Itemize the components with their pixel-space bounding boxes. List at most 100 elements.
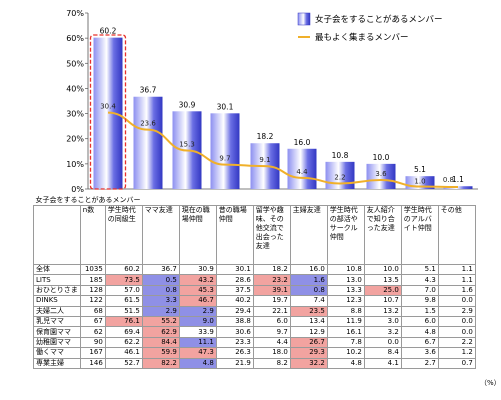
table-cell: 30.1 — [215, 263, 254, 276]
table-row: おひとりさま 128 57.0 0.8 45.3 37.5 39.1 0.8 13.3 25.0 7… — [33, 284, 476, 297]
table-cell: 0.5 — [141, 274, 180, 286]
table-cell: 1.1 — [437, 274, 476, 286]
table-cell: 43.2 — [178, 274, 217, 286]
row-label: 働くママ — [33, 347, 81, 359]
table-cell: 3.3 — [141, 295, 180, 307]
table-cell: 51.5 — [104, 305, 143, 317]
table-cell: 76.1 — [104, 315, 143, 328]
table-cell: 4.4 — [252, 336, 291, 349]
line-value-label: 1.0 — [414, 177, 425, 185]
table-cell: 13.5 — [363, 274, 402, 286]
bar-value-label: 5.1 — [414, 165, 426, 174]
table-cell: 1035 — [79, 263, 106, 276]
column-header: n数 — [79, 205, 106, 265]
table-cell: 11.9 — [326, 315, 365, 328]
table-cell: 62.2 — [104, 336, 143, 349]
header-corner — [33, 205, 81, 265]
line-value-label: 0.8 — [443, 176, 454, 184]
table-cell: 9.8 — [400, 295, 439, 307]
table-cell: 0.0 — [437, 315, 476, 328]
table-cell: 0.8 — [141, 284, 180, 297]
bar-value-label: 16.0 — [294, 138, 311, 147]
table-cell: 18.2 — [252, 263, 291, 276]
table-row: 幼稚園ママ 90 62.2 84.4 11.1 23.3 4.4 26.7 7.8 0.0 6.7 2… — [33, 336, 476, 349]
table-cell: 40.2 — [215, 295, 254, 307]
table-cell: 9.0 — [178, 315, 217, 328]
line-value-label: 9.1 — [259, 156, 270, 164]
table-cell: 7.8 — [326, 336, 365, 349]
y-tick-label: 50% — [66, 59, 84, 68]
table-cell: 69.4 — [104, 326, 143, 338]
table-cell: 10.2 — [326, 347, 365, 359]
table-cell: 59.9 — [141, 347, 180, 359]
data-table: 女子会をすることがあるメンバー n数 学生時代の同級生 ママ友達 現在の職場仲間 昔の職… — [33, 196, 476, 369]
table-cell: 82.2 — [141, 357, 180, 369]
table-cell: 30.6 — [215, 326, 254, 338]
table-cell: 19.7 — [252, 295, 291, 307]
table-row: 専業主婦 146 52.7 82.2 4.8 21.9 8.2 32.2 4.8 4.1 2.7 0.… — [33, 357, 476, 369]
legend-label-line: 最もよく集まるメンバー — [315, 32, 409, 43]
table-row: 保育園ママ 62 69.4 62.9 33.9 30.6 9.7 12.9 16.1 3.2 4.8… — [33, 326, 476, 338]
table-cell: 3.6 — [400, 347, 439, 359]
line-path — [107, 111, 459, 188]
column-header: 留学や趣味、その他交流で出会った友達 — [252, 205, 291, 265]
table-cell: 0.0 — [363, 336, 402, 349]
row-label: 乳児ママ — [33, 315, 81, 328]
line-value-label: 2.2 — [334, 173, 345, 181]
table-cell: 2.9 — [178, 305, 217, 317]
table-cell: 1.2 — [437, 347, 476, 359]
row-label: 保育園ママ — [33, 326, 81, 338]
table-cell: 0.8 — [289, 284, 328, 297]
column-header: 昔の職場仲間 — [215, 205, 254, 265]
table-cell: 3.2 — [363, 326, 402, 338]
column-header: ママ友達 — [141, 205, 180, 265]
table-cell: 26.3 — [215, 347, 254, 359]
legend-label-bar: 女子会をすることがあるメンバー — [315, 14, 443, 25]
y-tick-label: 10% — [66, 160, 84, 169]
table-cell: 10.0 — [363, 263, 402, 276]
table-cell: 16.0 — [289, 263, 328, 276]
table-cell: 2.9 — [141, 305, 180, 317]
table-cell: 62 — [79, 326, 106, 338]
table-cell: 61.5 — [104, 295, 143, 307]
table-cell: 0.0 — [437, 295, 476, 307]
bar-value-label: 30.9 — [179, 100, 196, 109]
table-cell: 4.1 — [363, 357, 402, 369]
table-cell: 6.7 — [400, 336, 439, 349]
bar — [325, 161, 355, 189]
highlight-box — [89, 34, 127, 190]
bar-line-chart: 0% 10% 20% 30% 40% 50% 60% 70% 60.2 36.7 30.9 30.1… — [66, 9, 478, 194]
y-tick-label: 60% — [66, 34, 84, 43]
table-cell: 90 — [79, 336, 106, 349]
table-title: 女子会をすることがあるメンバー — [35, 196, 141, 204]
table-cell: 38.8 — [215, 315, 254, 328]
legend: 女子会をすることがあるメンバー 最もよく集まるメンバー — [297, 12, 443, 43]
bar-value-label: 60.2 — [100, 27, 117, 36]
table-row: LITS 185 73.5 0.5 43.2 28.6 23.2 1.6 13.0 13.5 4.3… — [33, 274, 476, 286]
bar-value-label: 1.1 — [452, 175, 464, 184]
table-cell: 1.5 — [400, 305, 439, 317]
table-cell: 13.3 — [326, 284, 365, 297]
table-cell: 47.3 — [178, 347, 217, 359]
bar-value-label: 36.7 — [140, 86, 157, 95]
row-label: 幼稚園ママ — [33, 336, 81, 349]
table-cell: 62.9 — [141, 326, 180, 338]
table-cell: 10.8 — [326, 263, 365, 276]
bar — [287, 148, 317, 189]
y-tick-label: 30% — [66, 110, 84, 119]
table-cell: 122 — [79, 295, 106, 307]
table-cell: 46.7 — [178, 295, 217, 307]
table-cell: 8.4 — [363, 347, 402, 359]
table-cell: 2.2 — [437, 336, 476, 349]
table-cell: 29.3 — [289, 347, 328, 359]
table-cell: 26.7 — [289, 336, 328, 349]
line-value-label: 15.3 — [179, 141, 195, 149]
y-tick-label: 40% — [66, 84, 84, 93]
table-cell: 7.0 — [400, 284, 439, 297]
bar-value-label: 10.8 — [332, 151, 349, 160]
table-cell: 1.6 — [437, 284, 476, 297]
table-cell: 11.1 — [178, 336, 217, 349]
table-cell: 0.0 — [437, 326, 476, 338]
table-cell: 7.4 — [289, 295, 328, 307]
